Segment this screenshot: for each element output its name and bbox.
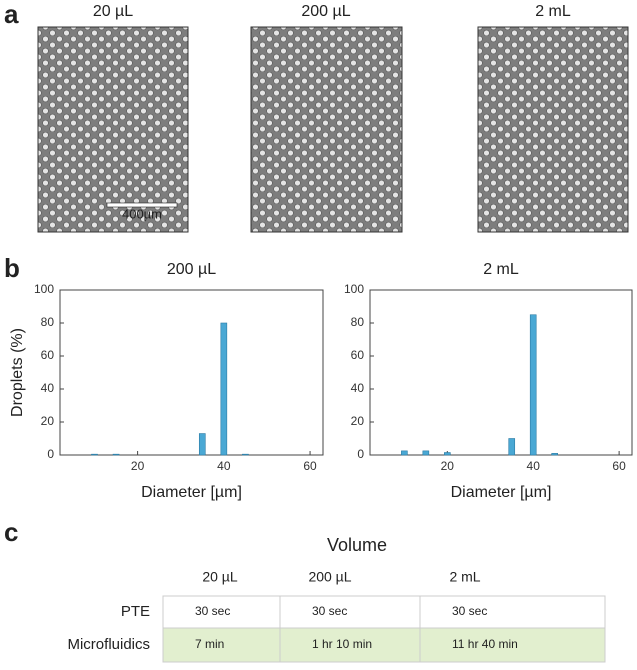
micrograph (37, 26, 189, 233)
bar (220, 322, 228, 456)
bar (198, 433, 206, 456)
y-tick-label: 80 (351, 315, 365, 329)
y-tick-label: 60 (41, 348, 55, 362)
y-tick-label: 20 (41, 414, 55, 428)
table-title: Volume (327, 535, 387, 555)
x-tick-label: 60 (303, 459, 317, 473)
y-tick-label: 0 (357, 447, 364, 461)
table-cell: 1 hr 10 min (312, 637, 372, 651)
panel-label: c (4, 517, 18, 547)
plot-area (59, 289, 324, 456)
bar (529, 314, 537, 456)
row-label: PTE (121, 603, 150, 620)
bar (112, 453, 120, 456)
bar (91, 453, 98, 456)
image-title: 200 µL (301, 3, 350, 20)
plot-area (369, 289, 633, 456)
column-header: 20 µL (202, 569, 238, 585)
x-tick-label: 20 (131, 459, 145, 473)
panel-label: b (4, 253, 20, 283)
x-axis-label: Diameter [µm] (451, 484, 552, 501)
y-tick-label: 100 (34, 282, 54, 296)
chart-title: 2 mL (483, 261, 519, 278)
chart-title: 200 µL (167, 261, 216, 278)
x-axis-label: Diameter [µm] (141, 484, 242, 501)
image-title: 20 µL (93, 3, 133, 20)
y-tick-label: 40 (41, 381, 55, 395)
y-tick-label: 40 (351, 381, 365, 395)
y-axis-label: Droplets (%) (9, 328, 26, 417)
x-tick-label: 40 (527, 459, 541, 473)
x-tick-label: 20 (441, 459, 455, 473)
scale-bar (106, 202, 178, 208)
bar (242, 453, 249, 456)
row-label: Microfluidics (67, 636, 150, 653)
micrograph (477, 26, 629, 233)
x-tick-label: 60 (612, 459, 626, 473)
table-cell: 30 sec (195, 604, 230, 618)
bar (422, 450, 430, 456)
table-row (162, 627, 606, 663)
table-cell: 30 sec (452, 604, 487, 618)
table-cell: 11 hr 40 min (452, 637, 518, 651)
scale-bar-label: 400µm (122, 206, 162, 221)
y-tick-label: 20 (351, 414, 365, 428)
image-title: 2 mL (535, 3, 571, 20)
x-tick-label: 40 (217, 459, 231, 473)
column-header: 200 µL (308, 569, 351, 585)
bar (551, 453, 558, 456)
table-cell: 30 sec (312, 604, 347, 618)
bar (444, 452, 451, 456)
bar (508, 438, 516, 456)
y-tick-label: 60 (351, 348, 365, 362)
y-tick-label: 80 (41, 315, 55, 329)
bar (401, 450, 408, 456)
table-row (162, 595, 606, 629)
table-cell: 7 min (195, 637, 224, 651)
micrograph (250, 26, 403, 233)
panel-label: a (4, 0, 19, 29)
y-tick-label: 0 (47, 447, 54, 461)
column-header: 2 mL (449, 569, 480, 585)
y-tick-label: 100 (344, 282, 364, 296)
